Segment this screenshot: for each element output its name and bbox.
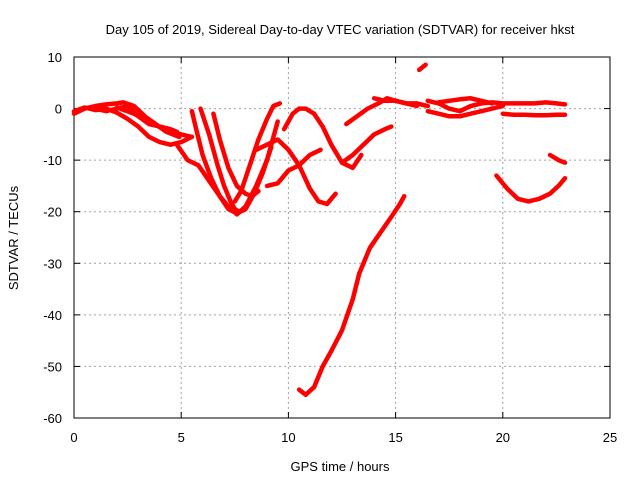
x-tick-label: 20: [496, 430, 510, 445]
grid-lines: [74, 57, 610, 418]
y-tick-label: -30: [43, 256, 62, 271]
y-tick-label: 0: [55, 102, 62, 117]
series-arc-11: [264, 147, 323, 189]
plot-frame: [73, 56, 611, 419]
series-arc-21: [500, 111, 568, 118]
series-arc-6: [189, 108, 274, 216]
axis-ticks: [73, 56, 611, 419]
y-tick-labels: 10 0 -10 -20 -30 -40 -50 -60: [43, 50, 62, 426]
chart-title: Day 105 of 2019, Sidereal Day-to-day VTE…: [106, 22, 575, 37]
y-tick-label: -20: [43, 205, 62, 220]
series-arc-17: [416, 62, 428, 73]
x-tick-labels: 0 5 10 15 20 25: [70, 430, 617, 445]
x-tick-label: 25: [603, 430, 617, 445]
series-arc-23: [547, 152, 568, 165]
series-arc-16: [296, 193, 407, 398]
series-arc-7: [198, 106, 242, 214]
y-tick-label: -10: [43, 153, 62, 168]
x-tick-label: 10: [281, 430, 295, 445]
series-arc-15: [371, 96, 420, 109]
y-axis-label: SDTVAR / TECUs: [6, 185, 21, 290]
y-tick-label: -40: [43, 308, 62, 323]
series-arc-18: [425, 98, 568, 114]
series-arc-19: [425, 103, 506, 119]
x-tick-label: 5: [178, 430, 185, 445]
y-tick-label: -60: [43, 411, 62, 426]
x-axis-label: GPS time / hours: [291, 459, 390, 474]
y-tick-label: 10: [48, 50, 62, 65]
series-arc-9: [232, 101, 283, 204]
series-arc-20: [436, 96, 495, 106]
data-series: [71, 62, 568, 398]
series-arc-4: [114, 105, 195, 140]
series-arc-8: [211, 111, 261, 199]
series-arc-12: [281, 106, 364, 171]
x-tick-label: 15: [388, 430, 402, 445]
series-arc-13: [339, 124, 394, 165]
x-tick-label: 0: [70, 430, 77, 445]
series-arc-22: [494, 173, 568, 204]
y-tick-label: -50: [43, 359, 62, 374]
